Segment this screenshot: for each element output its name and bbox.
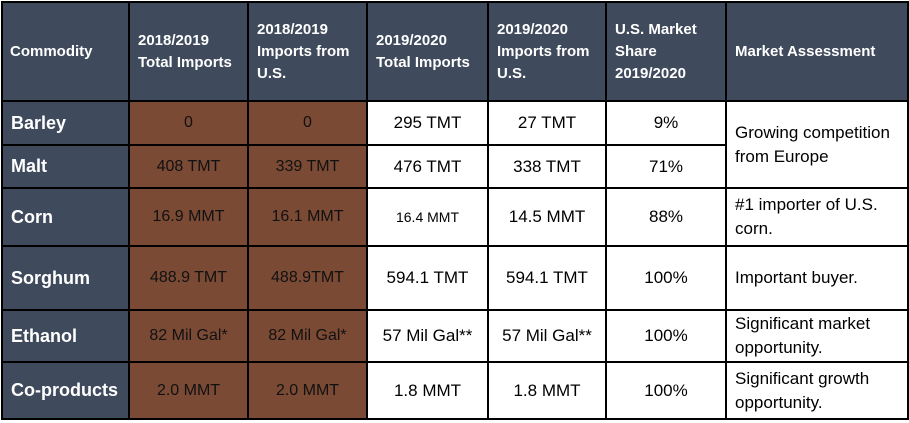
total-imports-2019-2020-cell: 594.1 TMT bbox=[366, 245, 489, 311]
table-row: Co-products 2.0 MMT 2.0 MMT 1.8 MMT 1.8 … bbox=[1, 361, 909, 420]
commodity-cell: Ethanol bbox=[1, 309, 130, 363]
commodity-cell: Co-products bbox=[1, 361, 130, 420]
market-assessment-cell: #1 importer of U.S. corn. bbox=[725, 187, 909, 247]
header-us-imports-2019-2020: 2019/2020 Imports from U.S. bbox=[487, 1, 607, 102]
us-imports-2019-2020-cell: 338 TMT bbox=[487, 144, 607, 189]
total-imports-2018-2019-cell: 488.9 TMT bbox=[128, 245, 249, 311]
market-assessment-cell: Important buyer. bbox=[725, 245, 909, 311]
commodity-cell: Sorghum bbox=[1, 245, 130, 311]
header-total-imports-2018-2019: 2018/2019 Total Imports bbox=[128, 1, 249, 102]
total-imports-2018-2019-cell: 82 Mil Gal* bbox=[128, 309, 249, 363]
table-row: Corn 16.9 MMT 16.1 MMT 16.4 MMT 14.5 MMT… bbox=[1, 187, 909, 247]
market-share-cell: 71% bbox=[605, 144, 727, 189]
total-imports-2018-2019-cell: 0 bbox=[128, 100, 249, 146]
table-row: Sorghum 488.9 TMT 488.9TMT 594.1 TMT 594… bbox=[1, 245, 909, 311]
market-assessment-cell: Growing competition from Europe bbox=[725, 100, 909, 189]
us-imports-2019-2020-cell: 594.1 TMT bbox=[487, 245, 607, 311]
total-imports-2018-2019-cell: 408 TMT bbox=[128, 144, 249, 189]
market-assessment-cell: Significant growth opportunity. bbox=[725, 361, 909, 420]
header-commodity: Commodity bbox=[1, 1, 130, 102]
table-row: Barley 0 0 295 TMT 27 TMT 9% Growing com… bbox=[1, 100, 909, 189]
us-imports-2018-2019-cell: 2.0 MMT bbox=[247, 361, 368, 420]
market-assessment-cell: Significant market opportunity. bbox=[725, 309, 909, 363]
table-row: Malt 408 TMT 339 TMT 476 TMT 338 TMT 71% bbox=[1, 144, 908, 189]
total-imports-2019-2020-cell: 16.4 MMT bbox=[366, 187, 489, 247]
us-imports-2018-2019-cell: 488.9TMT bbox=[247, 245, 368, 311]
header-row: Commodity 2018/2019 Total Imports 2018/2… bbox=[1, 1, 909, 102]
table-row: Ethanol 82 Mil Gal* 82 Mil Gal* 57 Mil G… bbox=[1, 309, 909, 363]
market-share-cell: 100% bbox=[605, 309, 727, 363]
us-imports-2019-2020-cell: 1.8 MMT bbox=[487, 361, 607, 420]
header-total-imports-2019-2020: 2019/2020 Total Imports bbox=[366, 1, 489, 102]
commodity-cell: Malt bbox=[1, 144, 130, 189]
market-share-cell: 88% bbox=[605, 187, 727, 247]
commodity-cell: Barley bbox=[1, 100, 130, 146]
us-imports-2019-2020-cell: 57 Mil Gal** bbox=[487, 309, 607, 363]
total-imports-2018-2019-cell: 2.0 MMT bbox=[128, 361, 249, 420]
total-imports-2019-2020-cell: 476 TMT bbox=[366, 144, 489, 189]
us-imports-2018-2019-cell: 0 bbox=[247, 100, 368, 146]
us-imports-2018-2019-cell: 339 TMT bbox=[247, 144, 368, 189]
header-us-market-share: U.S. Market Share 2019/2020 bbox=[605, 1, 727, 102]
commodity-cell: Corn bbox=[1, 187, 130, 247]
header-market-assessment: Market Assessment bbox=[725, 1, 909, 102]
market-share-cell: 9% bbox=[605, 100, 727, 146]
us-imports-2018-2019-cell: 16.1 MMT bbox=[247, 187, 368, 247]
total-imports-2019-2020-cell: 295 TMT bbox=[366, 100, 489, 146]
total-imports-2019-2020-cell: 57 Mil Gal** bbox=[366, 309, 489, 363]
us-imports-2019-2020-cell: 14.5 MMT bbox=[487, 187, 607, 247]
market-share-cell: 100% bbox=[605, 361, 727, 420]
total-imports-2019-2020-cell: 1.8 MMT bbox=[366, 361, 489, 420]
market-share-cell: 100% bbox=[605, 245, 727, 311]
us-imports-2018-2019-cell: 82 Mil Gal* bbox=[247, 309, 368, 363]
header-us-imports-2018-2019: 2018/2019 Imports from U.S. bbox=[247, 1, 368, 102]
us-imports-2019-2020-cell: 27 TMT bbox=[487, 100, 607, 146]
total-imports-2018-2019-cell: 16.9 MMT bbox=[128, 187, 249, 247]
